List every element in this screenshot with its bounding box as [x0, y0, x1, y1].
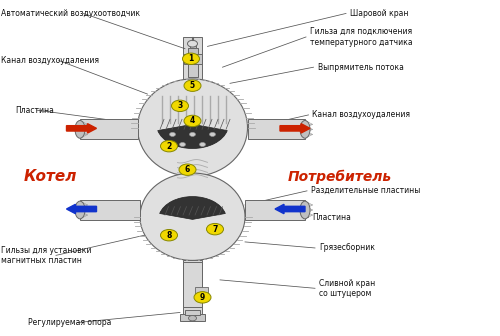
Text: Котел: Котел — [24, 169, 76, 184]
Circle shape — [198, 292, 208, 299]
Text: 5: 5 — [190, 81, 195, 90]
Text: 3: 3 — [178, 101, 182, 110]
Text: Гильза для подключения
температурного датчика: Гильза для подключения температурного да… — [310, 27, 412, 47]
Bar — [80, 200, 140, 220]
Circle shape — [200, 142, 205, 146]
Circle shape — [194, 292, 211, 303]
Ellipse shape — [140, 173, 245, 260]
Circle shape — [160, 229, 178, 241]
Bar — [183, 37, 202, 79]
Ellipse shape — [75, 201, 85, 219]
Bar — [248, 119, 305, 139]
Text: Регулируемая опора: Регулируемая опора — [28, 318, 111, 327]
Text: 4: 4 — [190, 117, 195, 125]
Text: 8: 8 — [166, 231, 172, 240]
Bar — [180, 314, 205, 321]
Text: Канал воздухоудаления: Канал воздухоудаления — [1, 56, 99, 65]
FancyArrow shape — [275, 204, 305, 214]
Text: Выпрямитель потока: Выпрямитель потока — [318, 63, 404, 72]
Bar — [183, 173, 202, 176]
Bar — [184, 54, 202, 64]
Circle shape — [184, 80, 201, 91]
Bar — [183, 262, 202, 307]
Text: Канал воздухоудаления: Канал воздухоудаления — [312, 111, 410, 119]
Bar — [245, 200, 305, 220]
Text: Пластина: Пластина — [312, 213, 352, 222]
Circle shape — [188, 316, 196, 321]
Text: Сливной кран
со штуцером: Сливной кран со штуцером — [319, 279, 375, 298]
Text: 2: 2 — [166, 142, 172, 151]
FancyArrow shape — [66, 204, 96, 214]
Text: Автоматический воздухоотводчик: Автоматический воздухоотводчик — [1, 9, 140, 18]
Ellipse shape — [75, 121, 85, 138]
Ellipse shape — [300, 201, 310, 219]
Text: 7: 7 — [212, 225, 218, 234]
FancyArrow shape — [66, 124, 96, 133]
Text: Пластина: Пластина — [15, 106, 54, 115]
Text: 6: 6 — [185, 165, 190, 174]
Circle shape — [179, 164, 196, 175]
Bar — [195, 287, 207, 299]
Circle shape — [172, 100, 188, 112]
Text: Шаровой кран: Шаровой кран — [350, 9, 408, 18]
Circle shape — [206, 223, 224, 235]
Circle shape — [180, 142, 186, 146]
Wedge shape — [158, 124, 228, 149]
Text: 1: 1 — [188, 54, 194, 63]
Circle shape — [184, 115, 201, 127]
Wedge shape — [160, 197, 226, 219]
Text: Гильзы для установки
магнитных пластин: Гильзы для установки магнитных пластин — [1, 246, 92, 265]
Bar — [190, 45, 196, 48]
Circle shape — [210, 132, 216, 136]
Circle shape — [190, 132, 196, 136]
Bar — [188, 64, 198, 77]
Ellipse shape — [138, 79, 248, 176]
Text: Потребитель: Потребитель — [288, 169, 392, 183]
Text: Грязесборник: Грязесборник — [319, 244, 375, 252]
Circle shape — [182, 53, 200, 65]
Text: 9: 9 — [200, 293, 205, 302]
Bar — [80, 119, 138, 139]
Bar — [188, 48, 198, 54]
Circle shape — [170, 132, 175, 136]
Bar — [183, 260, 202, 321]
Circle shape — [160, 140, 178, 152]
FancyArrow shape — [280, 124, 310, 133]
Text: Разделительные пластины: Разделительные пластины — [311, 186, 420, 195]
Bar — [185, 310, 200, 315]
Ellipse shape — [300, 121, 310, 138]
Circle shape — [188, 40, 198, 47]
